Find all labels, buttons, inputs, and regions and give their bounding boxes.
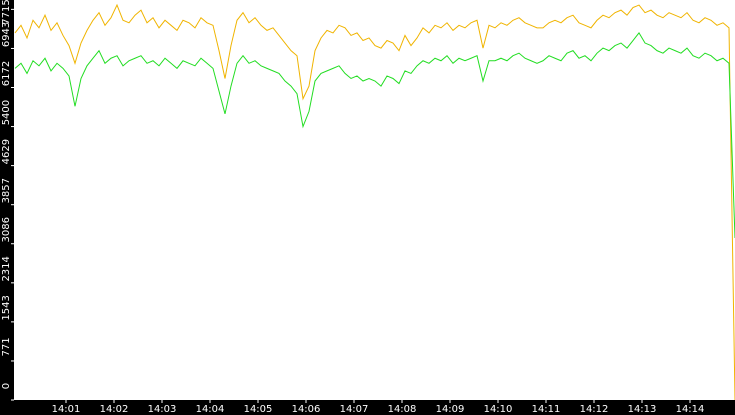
x-tick-label: 14:11 [532, 404, 561, 415]
y-tick-label: 7715 [1, 0, 12, 25]
x-tick-label: 14:09 [436, 404, 465, 415]
series-line [14, 3, 735, 401]
x-tick-label: 14:08 [388, 404, 417, 415]
y-tick-label: 3857 [1, 178, 12, 203]
y-tick-label: 6943 [1, 22, 12, 47]
x-tick-label: 14:05 [244, 404, 273, 415]
y-tick-label: 3086 [1, 217, 12, 242]
y-tick-label: 4629 [1, 139, 12, 164]
x-tick-label: 14:01 [52, 404, 81, 415]
x-tick-label: 14:10 [484, 404, 513, 415]
x-tick-label: 14:06 [292, 404, 321, 415]
y-tick-label: 0 [1, 383, 12, 389]
y-tick-label: 771 [1, 337, 12, 356]
series-line [14, 32, 735, 238]
x-tick-label: 14:14 [676, 404, 705, 415]
y-tick-label: 2314 [1, 256, 12, 281]
x-axis-strip [0, 400, 735, 415]
x-tick-label: 14:02 [100, 404, 129, 415]
y-tick-label: 1543 [1, 295, 12, 320]
x-tick-label: 14:13 [628, 404, 657, 415]
y-tick-label: 5400 [1, 100, 12, 125]
x-tick-label: 14:12 [580, 404, 609, 415]
x-tick-label: 14:07 [340, 404, 369, 415]
x-tick-label: 14:03 [148, 404, 177, 415]
y-axis-strip [0, 0, 14, 415]
x-tick-label: 14:04 [196, 404, 225, 415]
y-tick-label: 6172 [1, 61, 12, 86]
